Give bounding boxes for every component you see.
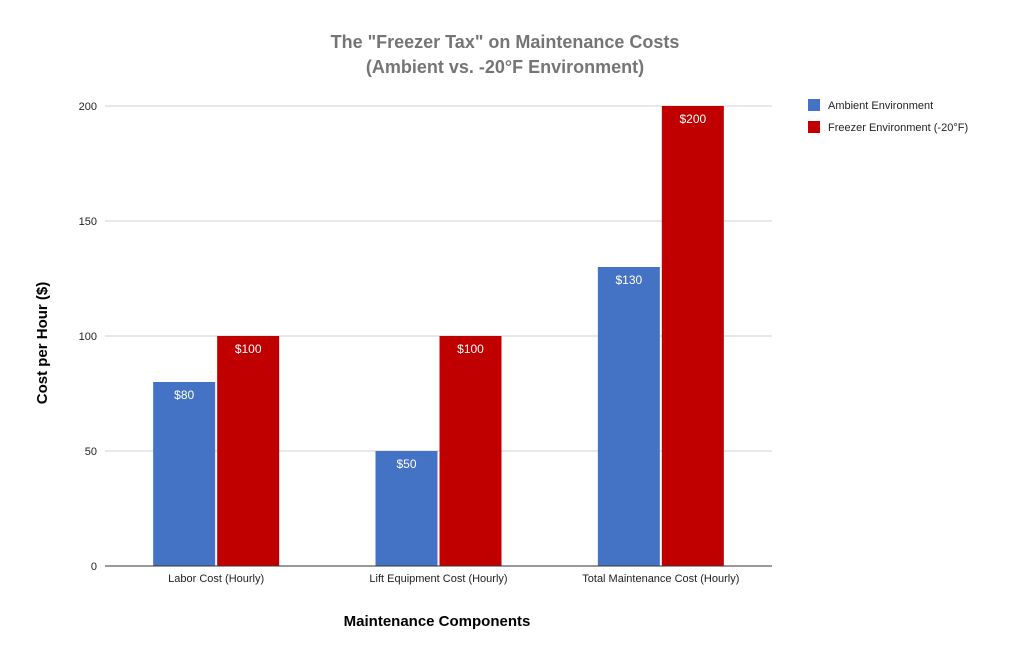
data-label: $100	[457, 342, 484, 356]
data-label: $100	[235, 342, 262, 356]
y-tick-label: 50	[85, 446, 97, 458]
x-axis-title: Maintenance Components	[344, 613, 531, 630]
bars	[153, 106, 724, 566]
data-label: $130	[615, 273, 642, 287]
x-tick-label: Labor Cost (Hourly)	[168, 573, 264, 585]
bar-freezer-2	[661, 106, 724, 566]
data-labels: $80 $100 $50 $100 $130 $200	[174, 112, 706, 471]
chart-title-line-1: The "Freezer Tax" on Maintenance Costs	[331, 32, 680, 52]
x-axis-ticks: Labor Cost (Hourly) Lift Equipment Cost (…	[168, 573, 739, 585]
y-tick-label: 100	[79, 331, 97, 343]
legend-swatch	[808, 121, 820, 133]
data-label: $50	[396, 457, 416, 471]
gridlines	[105, 105, 772, 452]
x-tick-label: Total Maintenance Cost (Hourly)	[582, 573, 739, 585]
x-tick-label: Lift Equipment Cost (Hourly)	[369, 573, 507, 585]
bar-ambient-2	[597, 267, 660, 566]
legend-swatch	[808, 99, 820, 111]
bar-ambient-0	[153, 382, 216, 566]
bar-ambient-1	[375, 451, 438, 566]
bar-freezer-0	[217, 336, 280, 566]
bar-freezer-1	[439, 336, 502, 566]
chart-title-line-2: (Ambient vs. -20°F Environment)	[366, 57, 644, 77]
legend-label: Freezer Environment (-20°F)	[828, 122, 968, 134]
legend: Ambient Environment Freezer Environment (…	[808, 99, 968, 134]
data-label: $80	[174, 388, 194, 402]
y-tick-label: 150	[79, 216, 97, 228]
y-axis-ticks: 0 50 100 150 200	[79, 101, 97, 573]
legend-label: Ambient Environment	[828, 100, 933, 112]
y-tick-label: 0	[91, 561, 97, 573]
y-tick-label: 200	[79, 101, 97, 113]
y-axis-title: Cost per Hour ($)	[34, 282, 51, 405]
data-label: $200	[679, 112, 706, 126]
